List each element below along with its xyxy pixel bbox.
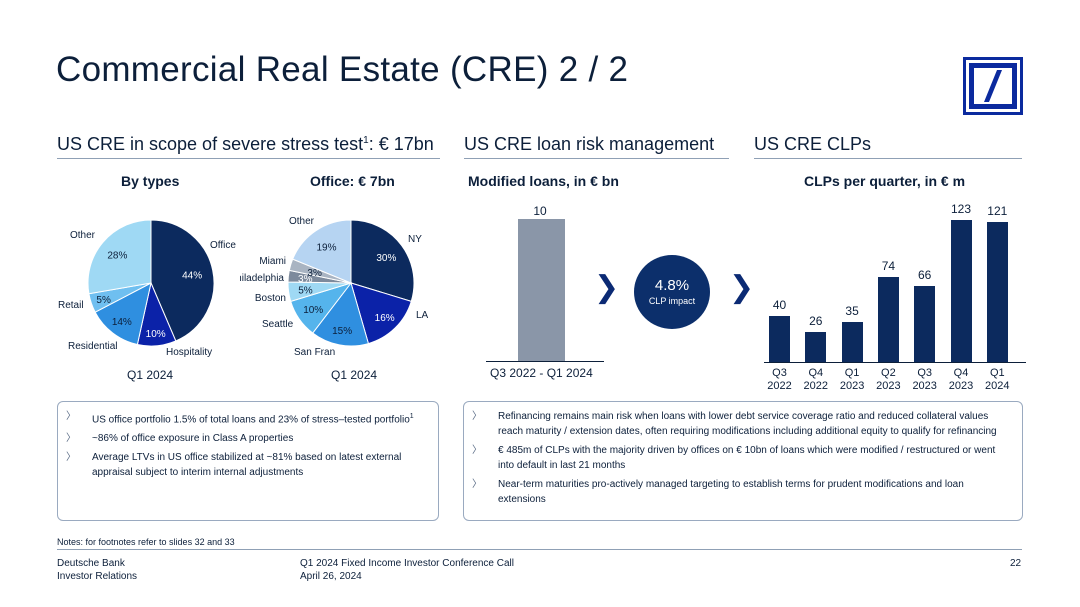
section-rule (754, 158, 1022, 159)
clp-quarter-label: Q4 2023 (948, 367, 974, 392)
clp-bar-value: 74 (881, 258, 896, 273)
deutsche-bank-logo (963, 57, 1023, 115)
clp-quarter-label: Q4 2022 (803, 367, 829, 392)
pie-slice-san-fran (312, 281, 370, 347)
section-heading-stress-test: US CRE in scope of severe stress test1: … (57, 134, 434, 154)
left-bullet-box: 〉 US office portfolio 1.5% of total loans… (57, 401, 439, 521)
section-rule (464, 158, 729, 159)
section-heading-clps: US CRE CLPs (754, 134, 872, 154)
pie-value-label: 10% (146, 329, 166, 340)
pie-value-label: 19% (316, 242, 336, 253)
bullet-item: 〉 US office portfolio 1.5% of total loans… (66, 411, 414, 426)
pie-slice-other (292, 219, 352, 284)
pie-category-label: Other (70, 230, 96, 241)
clp-bar-value: 40 (772, 297, 787, 312)
bar-value-label: 10 (533, 204, 547, 218)
clp-bar (950, 220, 972, 362)
clp-quarter-label: Q1 2024 (985, 367, 1010, 392)
clp-bar-value: 123 (950, 202, 972, 216)
pie-period-label: Q1 2024 (127, 368, 174, 382)
clp-bar-value: 26 (809, 313, 823, 328)
bullet-item: 〉 Refinancing remains main risk when loan… (472, 411, 997, 437)
pie-category-label: Other (289, 216, 315, 227)
pie-value-label: 3% (298, 274, 313, 285)
chevron-right-icon: ❯ (594, 271, 620, 304)
pie-slice-la (350, 282, 412, 345)
subhead-modified-loans: Modified loans, in € bn (468, 173, 619, 189)
pie-value-label: 14% (112, 317, 132, 328)
pie-slice-office (150, 219, 215, 342)
footer-rule (57, 549, 1022, 550)
footer-org: Deutsche Bank Investor Relations (57, 558, 138, 582)
pie-value-label: 16% (375, 313, 395, 324)
right-bullet-box: 〉 Refinancing remains main risk when loan… (463, 401, 1023, 521)
clp-bar-value: 66 (918, 267, 932, 282)
page-number: 22 (1010, 558, 1022, 569)
pie-value-label: 30% (376, 253, 396, 264)
clp-bar (841, 321, 863, 362)
pie-category-label: Seattle (262, 319, 294, 330)
subhead-by-types: By types (121, 173, 180, 189)
pie-category-label: San Fran (294, 347, 335, 358)
pie-category-label: Office (210, 240, 236, 251)
pie-slice-residential (94, 282, 152, 346)
clp-impact-badge: 4.8% CLP impact (634, 255, 710, 329)
pie-category-label: NY (408, 234, 422, 245)
subhead-clps: CLPs per quarter, in € m (804, 173, 966, 189)
pie-value-label: 3% (307, 268, 322, 279)
pie-chart-by-types: 44% Office 10%Hospitality 14% Residential 5% R… (58, 219, 236, 358)
pie-category-label: Boston (255, 293, 286, 304)
pie-value-label: 15% (332, 326, 352, 337)
pie-value-label: 5% (298, 285, 313, 296)
clp-bar (805, 331, 827, 362)
section-heading-risk-management: US CRE loan risk management (464, 134, 715, 154)
pie-chart-office: 30% NY 16% LA 15% San Fran 10% Seattle 5% Boston 3… (240, 216, 429, 358)
clp-bar (986, 222, 1008, 362)
pie-category-label: Retail (58, 300, 84, 311)
x-axis-line (486, 361, 604, 362)
pie-value-label: 44% (182, 271, 202, 282)
clp-quarter-label: Q3 2022 (767, 367, 792, 392)
bullet-item: 〉 Average LTVs in US office stabilized at… (66, 452, 402, 479)
pie-value-label: 28% (107, 251, 127, 262)
pie-value-label: 10% (303, 305, 323, 316)
clps-bar-chart: 40 Q3 2022 26 Q4 2022 35 Q1 2023 74 Q2 2023 66 Q3 2023… (764, 200, 1026, 395)
chevron-right-icon: ❯ (729, 271, 755, 304)
pie-category-label: Residential (68, 341, 117, 352)
section-rule (57, 158, 440, 159)
bullet-item: 〉 € 485m of CLPs with the majority driven… (472, 445, 996, 471)
clp-bar (877, 276, 899, 362)
bar-modified-loans (518, 219, 565, 361)
pie-category-label: LA (416, 310, 429, 321)
notes: Notes: for footnotes refer to slides 32 … (57, 537, 235, 547)
x-axis-line (764, 362, 1026, 363)
bullet-item: 〉 Near-term maturities pro-actively manag… (472, 479, 964, 505)
clp-quarter-label: Q1 2023 (839, 367, 865, 392)
pie-category-label: Hospitality (166, 347, 212, 358)
clp-bar-value: 121 (987, 204, 1008, 219)
pie-value-label: 5% (96, 295, 111, 306)
pie-slice-ny (350, 219, 415, 302)
clp-quarter-label: Q2 2023 (876, 367, 901, 392)
pie-category-label: Philadelphia (240, 273, 284, 284)
clp-impact-label: CLP impact (648, 296, 696, 306)
pie-period-label: Q1 2024 (331, 368, 378, 382)
subhead-office: Office: € 7bn (310, 173, 395, 189)
clp-quarter-label: Q3 2023 (912, 367, 937, 392)
modified-loans-chart: 10 Q3 2022 - Q1 2024 (470, 195, 610, 385)
bullet-item: 〉 ~86% of office exposure in Class A prop… (66, 433, 294, 445)
pie-category-label: Miami (259, 256, 286, 267)
clp-bar (769, 315, 790, 362)
clp-bar-value: 35 (845, 303, 859, 318)
footer-event: Q1 2024 Fixed Income Investor Conference… (300, 558, 514, 582)
clp-impact-value: 4.8% (654, 277, 690, 294)
bar-category-label: Q3 2022 - Q1 2024 (490, 366, 593, 380)
clp-bar (914, 285, 936, 362)
pie-slice-other (87, 219, 152, 295)
page-title: Commercial Real Estate (CRE) 2 / 2 (56, 50, 629, 89)
